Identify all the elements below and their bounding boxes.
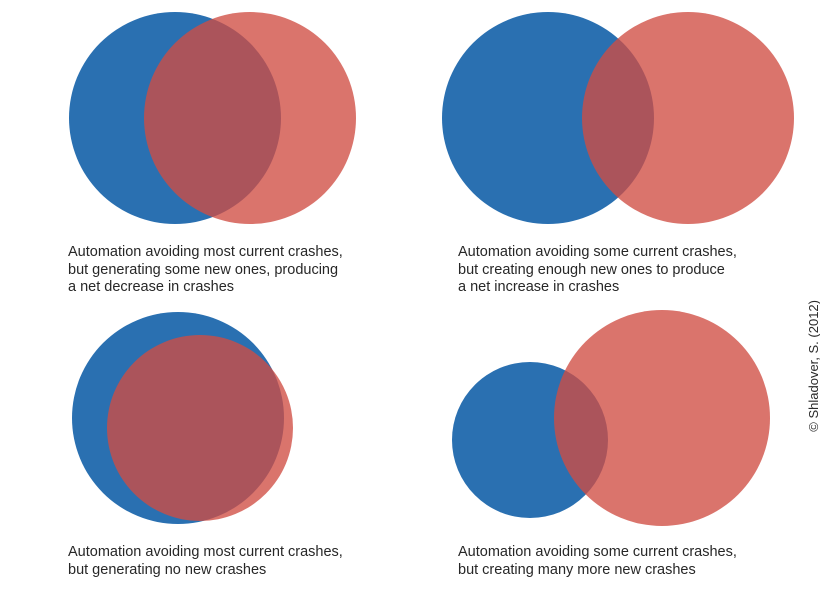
panel-caption: Automation avoiding some current crashes… [458,544,737,579]
panel-caption: Automation avoiding most current crashes… [68,244,343,297]
figure-credit: © Shladover, S. (2012) [807,300,820,432]
venn-circle-red [107,335,293,521]
venn-circle-red [144,12,356,224]
venn-panel-tr: Automation avoiding some current crashes… [440,8,800,228]
venn-circle-red [554,310,770,526]
venn-stage [440,8,800,228]
venn-circle-red [582,12,794,224]
venn-stage [40,8,400,228]
venn-panel-bl: Automation avoiding most current crashes… [40,310,400,530]
venn-panel-tl: Automation avoiding most current crashes… [40,8,400,228]
venn-stage [40,310,400,530]
panel-caption: Automation avoiding some current crashes… [458,244,737,297]
venn-stage [440,310,800,530]
venn-panel-br: Automation avoiding some current crashes… [440,310,800,530]
panel-caption: Automation avoiding most current crashes… [68,544,343,579]
